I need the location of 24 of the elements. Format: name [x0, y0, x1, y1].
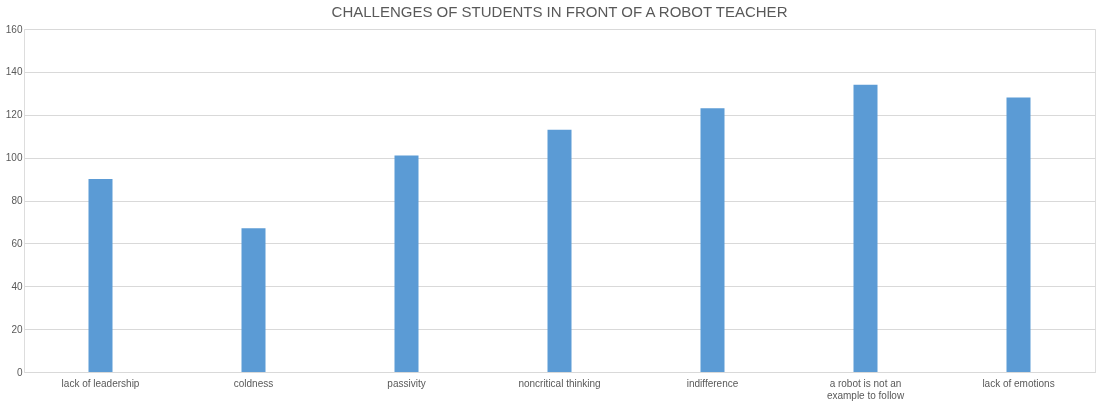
bar — [241, 228, 266, 372]
x-tick-label: a robot is not an example to follow — [826, 377, 905, 401]
y-tick-label: 140 — [5, 66, 23, 78]
chart-title: CHALLENGES OF STUDENTS IN FRONT OF A ROBOT TEACHER — [331, 3, 788, 20]
x-tick-label: passivity — [387, 377, 426, 389]
bar — [394, 155, 419, 372]
bar — [853, 84, 878, 372]
x-tick-label: lack of leadership — [61, 377, 140, 389]
bar — [700, 108, 725, 372]
y-tick-label: 80 — [11, 195, 23, 206]
y-tick-label: 60 — [11, 237, 23, 249]
y-tick-label: 100 — [5, 152, 23, 164]
y-tick-label: 0 — [16, 366, 23, 378]
x-tick-label: noncritical thinking — [518, 377, 601, 389]
bar — [88, 179, 113, 372]
x-tick-label: coldness — [233, 377, 274, 389]
y-tick-label: 40 — [11, 280, 23, 292]
bar — [1006, 97, 1031, 372]
x-tick-label: indifference — [686, 377, 739, 389]
y-tick-label: 20 — [11, 323, 23, 335]
y-tick-label: 160 — [5, 23, 23, 35]
bar — [547, 129, 572, 372]
y-tick-label: 120 — [5, 109, 23, 121]
x-tick-label: lack of emotions — [982, 377, 1055, 389]
